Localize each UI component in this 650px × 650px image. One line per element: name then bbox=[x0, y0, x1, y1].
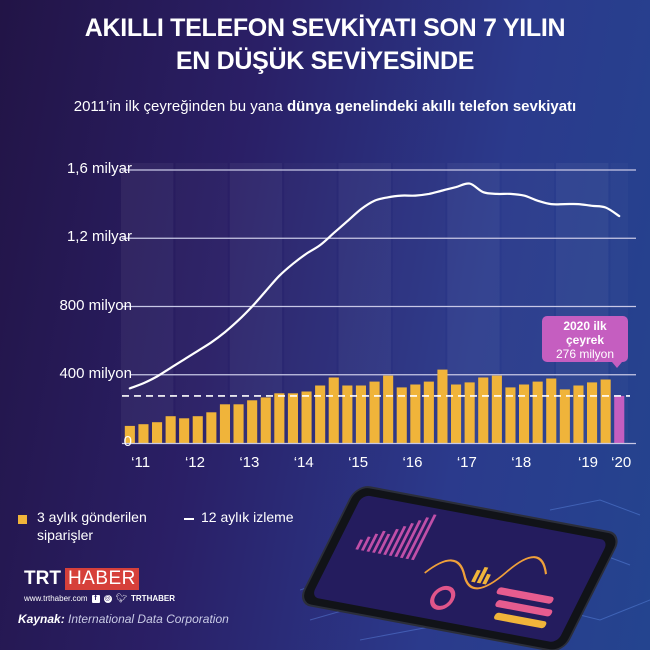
bar-2016Q4 bbox=[437, 369, 448, 443]
y-tick-label: 400 milyon bbox=[59, 364, 132, 382]
subtitle-bold: dünya genelindeki akıllı telefon sevkiya… bbox=[286, 98, 577, 115]
bar-2018Q2 bbox=[519, 384, 530, 443]
bar-2018Q1 bbox=[505, 387, 516, 443]
bar-2019Q3 bbox=[587, 382, 598, 443]
callout-2020q1: 2020 ilk çeyrek 276 milyon bbox=[542, 316, 628, 368]
title-line-2: EN DÜŞÜK SEVİYESİNDE bbox=[175, 47, 475, 75]
source-note: Kaynak: International Data Corporation bbox=[18, 612, 229, 626]
year-bands bbox=[121, 163, 609, 444]
bar-2015Q3 bbox=[369, 381, 380, 443]
bar-2011Q2 bbox=[138, 424, 149, 443]
x-tick-label: ‘13 bbox=[239, 454, 260, 471]
bar-2014Q1 bbox=[287, 393, 298, 443]
smartphone-illustration bbox=[300, 486, 650, 650]
bar-2019Q1 bbox=[559, 389, 570, 443]
bar-2014Q3 bbox=[315, 385, 326, 443]
legend-bar-label: 3 aylık gönderilen siparişler bbox=[37, 509, 147, 543]
bar-2017Q1 bbox=[451, 384, 462, 443]
instagram-icon[interactable]: ◎ bbox=[103, 594, 112, 603]
twitter-icon[interactable]: 🐦︎ bbox=[115, 593, 128, 603]
year-band bbox=[175, 163, 227, 444]
bar-2017Q3 bbox=[478, 377, 489, 443]
bar-2013Q3 bbox=[260, 397, 271, 443]
legend-bar-swatch bbox=[18, 515, 27, 524]
bar-2012Q4 bbox=[219, 404, 230, 443]
x-tick-label: ‘17 bbox=[456, 454, 477, 471]
bar-2019Q2 bbox=[573, 385, 584, 443]
bar-2019Q4 bbox=[600, 379, 611, 443]
bar-2015Q2 bbox=[355, 385, 366, 443]
y-tick-label: 800 milyon bbox=[59, 296, 132, 314]
bar-2011Q4 bbox=[165, 416, 176, 443]
legend-line-swatch bbox=[184, 518, 194, 520]
x-tick-label: ‘19 bbox=[577, 454, 599, 471]
bar-2015Q4 bbox=[383, 375, 394, 443]
bar-2015Q1 bbox=[342, 385, 353, 443]
bar-2016Q2 bbox=[410, 384, 421, 443]
bar-2014Q2 bbox=[301, 391, 312, 443]
bar-2011Q3 bbox=[152, 422, 163, 443]
bar-2017Q4 bbox=[491, 375, 502, 443]
bar-2012Q2 bbox=[192, 416, 203, 443]
callout-value: 276 milyon bbox=[555, 347, 615, 361]
legend-line-label: 12 aylık izleme bbox=[201, 509, 294, 525]
year-band bbox=[121, 163, 174, 444]
bar-2013Q2 bbox=[247, 400, 258, 443]
subtitle-regular: 2011’in ilk çeyreğinden bu yana bbox=[73, 98, 287, 115]
source-label: Kaynak: bbox=[18, 612, 65, 626]
x-tick-label: ‘20 bbox=[611, 454, 632, 471]
chart-title: AKILLI TELEFON SEVKİYATI SON 7 YILIN EN … bbox=[0, 12, 650, 78]
bar-2018Q3 bbox=[532, 381, 543, 443]
bar-2012Q3 bbox=[206, 412, 217, 443]
bar-2012Q1 bbox=[179, 418, 190, 443]
y-tick-label: 1,2 milyar bbox=[66, 228, 132, 246]
quarterly-bars bbox=[124, 369, 625, 443]
logo-haber: HABER bbox=[64, 568, 139, 590]
trailing-12-month-line bbox=[128, 182, 621, 390]
bar-2020Q1 bbox=[614, 395, 625, 443]
y-tick-label: 1,6 milyar bbox=[66, 160, 132, 177]
x-tick-label: ‘11 bbox=[131, 454, 151, 471]
x-tick-label: ‘18 bbox=[511, 454, 532, 471]
callout-line-2: çeyrek bbox=[565, 333, 605, 347]
bar-2013Q1 bbox=[233, 404, 244, 443]
x-tick-label: ‘16 bbox=[402, 454, 423, 471]
logo-trt: TRT bbox=[24, 568, 61, 589]
source-value: International Data Corporation bbox=[68, 612, 229, 626]
y-tick-label: 0 bbox=[123, 433, 132, 450]
x-tick-label: ‘12 bbox=[184, 454, 205, 471]
bar-2013Q4 bbox=[274, 393, 285, 443]
trt-haber-logo: TRT HABER bbox=[24, 568, 139, 590]
bar-2018Q4 bbox=[546, 378, 557, 443]
bar-2016Q3 bbox=[423, 381, 434, 443]
title-line-1: AKILLI TELEFON SEVKİYATI SON 7 YILIN bbox=[84, 14, 566, 42]
bar-2011Q1 bbox=[124, 425, 135, 443]
x-tick-label: ‘15 bbox=[348, 454, 369, 471]
bar-2014Q4 bbox=[328, 377, 339, 443]
callout-line-1: 2020 ilk bbox=[563, 319, 607, 333]
gridlines bbox=[122, 169, 636, 376]
facebook-icon[interactable]: f bbox=[91, 594, 100, 603]
social-handle: TRTHABER bbox=[131, 594, 176, 603]
web-links: www.trthaber.com f ◎ 🐦︎ TRTHABER bbox=[24, 593, 175, 604]
x-tick-label: ‘14 bbox=[293, 454, 314, 471]
website-link[interactable]: www.trthaber.com bbox=[24, 594, 88, 603]
chart-area bbox=[121, 163, 636, 445]
bar-2016Q1 bbox=[396, 387, 407, 443]
chart-subtitle: 2011’in ilk çeyreğinden bu yana dünya ge… bbox=[0, 98, 650, 115]
bar-2017Q2 bbox=[464, 382, 475, 443]
